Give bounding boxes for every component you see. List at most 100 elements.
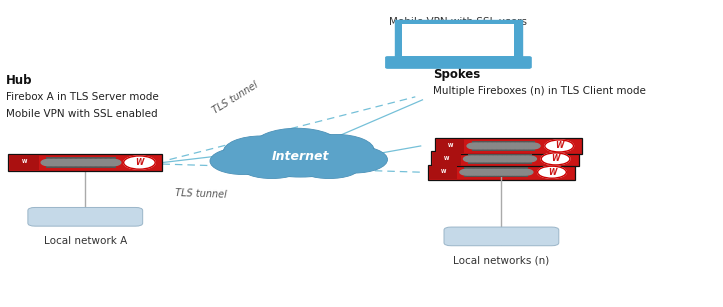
- Circle shape: [91, 159, 106, 166]
- Ellipse shape: [224, 136, 298, 168]
- Circle shape: [46, 159, 61, 166]
- Circle shape: [66, 159, 81, 166]
- Ellipse shape: [250, 146, 351, 177]
- Circle shape: [106, 159, 121, 166]
- Circle shape: [491, 156, 505, 162]
- Text: W: W: [448, 143, 453, 148]
- Text: Local network A: Local network A: [43, 236, 127, 247]
- Text: W: W: [22, 159, 27, 164]
- Circle shape: [81, 159, 96, 166]
- Circle shape: [487, 156, 500, 162]
- Circle shape: [515, 169, 529, 175]
- Circle shape: [61, 159, 76, 166]
- FancyBboxPatch shape: [435, 138, 582, 154]
- Circle shape: [522, 143, 536, 149]
- FancyBboxPatch shape: [468, 154, 532, 164]
- Ellipse shape: [299, 157, 359, 178]
- Ellipse shape: [300, 158, 359, 178]
- Circle shape: [463, 156, 477, 162]
- FancyBboxPatch shape: [28, 208, 142, 226]
- Circle shape: [510, 169, 523, 175]
- Text: TLS tunnel: TLS tunnel: [175, 188, 227, 200]
- Ellipse shape: [299, 134, 375, 166]
- FancyBboxPatch shape: [437, 139, 464, 153]
- Ellipse shape: [322, 146, 387, 173]
- Text: Mobile VPN with SSL enabled: Mobile VPN with SSL enabled: [7, 109, 158, 119]
- Text: Firebox A in TLS Server mode: Firebox A in TLS Server mode: [7, 92, 159, 102]
- Circle shape: [56, 159, 71, 166]
- FancyBboxPatch shape: [471, 141, 536, 151]
- Circle shape: [497, 169, 510, 175]
- Text: W: W: [548, 168, 556, 177]
- Circle shape: [487, 169, 501, 175]
- Circle shape: [499, 143, 513, 149]
- Circle shape: [495, 143, 508, 149]
- FancyBboxPatch shape: [385, 56, 531, 68]
- FancyBboxPatch shape: [395, 20, 522, 59]
- Text: Hub: Hub: [7, 74, 33, 87]
- Circle shape: [481, 143, 495, 149]
- Ellipse shape: [210, 148, 276, 175]
- Ellipse shape: [223, 136, 299, 168]
- FancyBboxPatch shape: [428, 165, 575, 180]
- Circle shape: [124, 156, 155, 169]
- Ellipse shape: [254, 129, 339, 163]
- Circle shape: [519, 169, 533, 175]
- FancyBboxPatch shape: [8, 154, 163, 171]
- Ellipse shape: [241, 157, 301, 178]
- FancyBboxPatch shape: [444, 227, 559, 246]
- Circle shape: [508, 143, 522, 149]
- Circle shape: [41, 159, 56, 166]
- Text: TLS tunnel: TLS tunnel: [211, 80, 260, 116]
- Ellipse shape: [211, 148, 275, 174]
- Circle shape: [460, 169, 474, 175]
- Text: W: W: [440, 169, 446, 174]
- Circle shape: [71, 159, 86, 166]
- Circle shape: [509, 156, 523, 162]
- Circle shape: [473, 156, 487, 162]
- Circle shape: [471, 143, 485, 149]
- Circle shape: [485, 143, 499, 149]
- FancyBboxPatch shape: [9, 155, 39, 170]
- Ellipse shape: [299, 135, 373, 166]
- Text: W: W: [135, 158, 144, 167]
- Circle shape: [467, 143, 481, 149]
- Circle shape: [474, 169, 487, 175]
- Circle shape: [469, 169, 483, 175]
- Circle shape: [500, 156, 513, 162]
- Circle shape: [542, 153, 570, 165]
- FancyBboxPatch shape: [432, 151, 578, 166]
- FancyBboxPatch shape: [464, 167, 529, 177]
- Circle shape: [495, 156, 509, 162]
- Circle shape: [478, 169, 492, 175]
- Circle shape: [483, 169, 497, 175]
- Circle shape: [517, 143, 531, 149]
- Circle shape: [477, 156, 491, 162]
- Circle shape: [100, 159, 116, 166]
- Ellipse shape: [249, 145, 352, 177]
- Ellipse shape: [321, 146, 388, 173]
- Circle shape: [490, 143, 503, 149]
- Text: Multiple Fireboxes (n) in TLS Client mode: Multiple Fireboxes (n) in TLS Client mod…: [433, 86, 646, 96]
- FancyBboxPatch shape: [433, 152, 461, 165]
- Text: Spokes: Spokes: [433, 68, 481, 81]
- Circle shape: [501, 169, 515, 175]
- Circle shape: [523, 156, 536, 162]
- Text: W: W: [552, 154, 560, 163]
- Circle shape: [504, 143, 517, 149]
- Circle shape: [76, 159, 91, 166]
- Text: Local networks (n): Local networks (n): [453, 256, 549, 266]
- Circle shape: [51, 159, 66, 166]
- Ellipse shape: [254, 128, 341, 164]
- FancyBboxPatch shape: [403, 24, 514, 56]
- Text: W: W: [555, 142, 563, 150]
- Circle shape: [476, 143, 490, 149]
- Circle shape: [86, 159, 101, 166]
- Circle shape: [505, 169, 519, 175]
- Circle shape: [505, 156, 518, 162]
- Circle shape: [468, 156, 482, 162]
- Circle shape: [526, 143, 540, 149]
- FancyBboxPatch shape: [46, 157, 116, 168]
- FancyBboxPatch shape: [429, 165, 457, 179]
- Circle shape: [545, 140, 573, 152]
